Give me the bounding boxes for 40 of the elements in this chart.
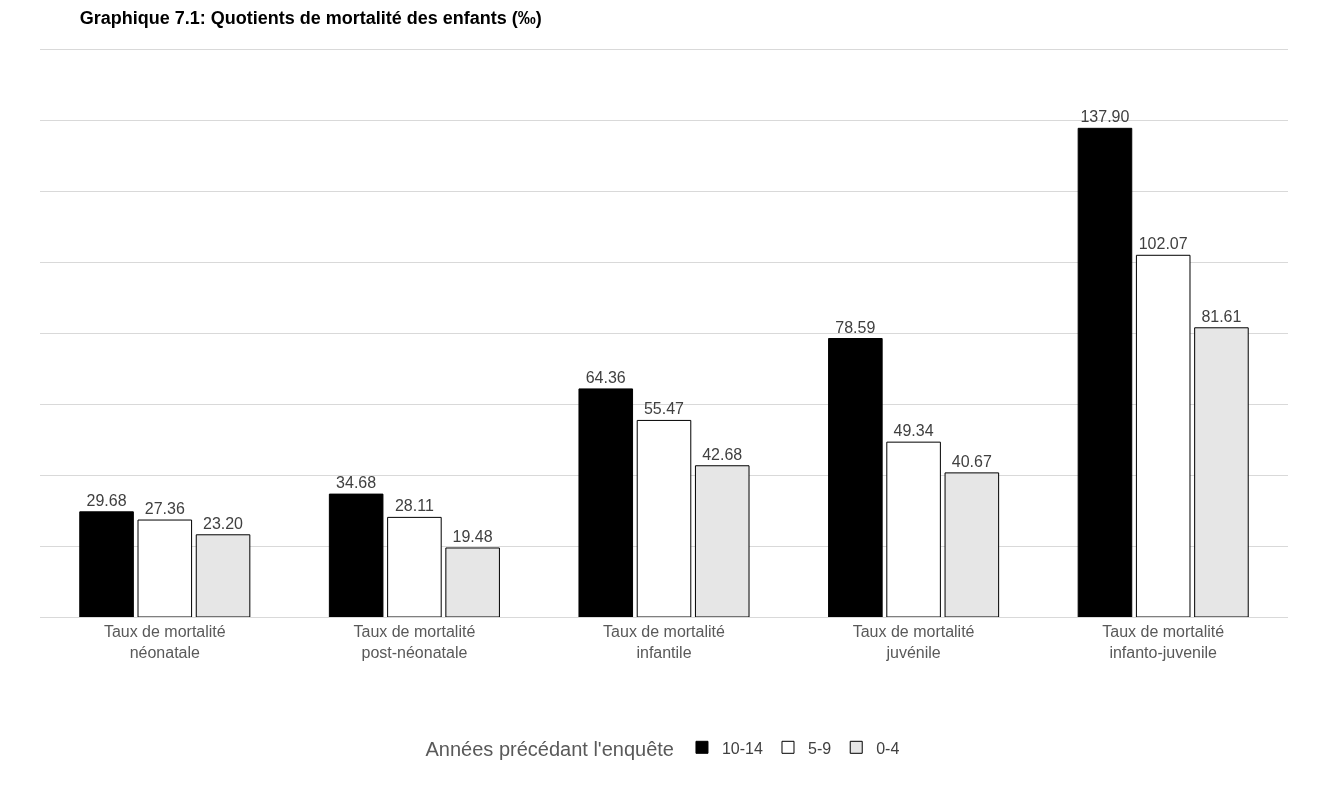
data-label: 28.11 [394,497,434,515]
bar [445,547,500,617]
legend-label: 5-9 [807,739,832,757]
bar [195,534,251,617]
data-label: 27.36 [144,500,185,518]
bar [1194,327,1249,617]
data-label: 49.34 [893,422,934,440]
data-label: 81.61 [1201,307,1242,325]
x-tick-label: Taux de mortalité infantile [603,623,726,661]
data-label: 19.48 [452,527,493,545]
bar [387,516,442,617]
bar [1135,254,1191,617]
x-tick-label: Taux de mortalité post-néonatale [353,623,476,661]
data-label: 55.47 [643,400,685,418]
bar [886,441,941,617]
data-label: 102.07 [1138,235,1188,253]
data-label: 23.20 [202,514,244,532]
x-tick-label: Taux de mortalité infanto-juvenile [1102,623,1225,661]
data-label: 40.67 [951,452,992,470]
bar [328,493,384,617]
bar [694,465,750,617]
bar [1077,127,1133,617]
chart-title: Graphique 7.1: Quotients de mortalité des enfants (‰) [79,8,542,29]
bar [636,419,692,617]
data-label: 42.68 [702,445,743,463]
legend-label: 0-4 [876,739,900,757]
data-label: 64.36 [585,368,626,386]
bar [578,388,634,617]
data-label: 34.68 [336,474,377,492]
data-label: 29.68 [86,491,127,509]
bar [944,472,1000,617]
data-label: 78.59 [835,318,876,336]
legend-label: 10-14 [721,739,763,757]
bar [137,519,193,617]
x-tick-label: Taux de mortalité néonatale [103,623,226,661]
data-label: 137.90 [1080,108,1130,126]
bar [79,511,134,617]
x-tick-label: Taux de mortalité juvénile [852,623,975,661]
bar [828,338,883,617]
legend-title: Années précédant l'enquête [425,738,674,761]
